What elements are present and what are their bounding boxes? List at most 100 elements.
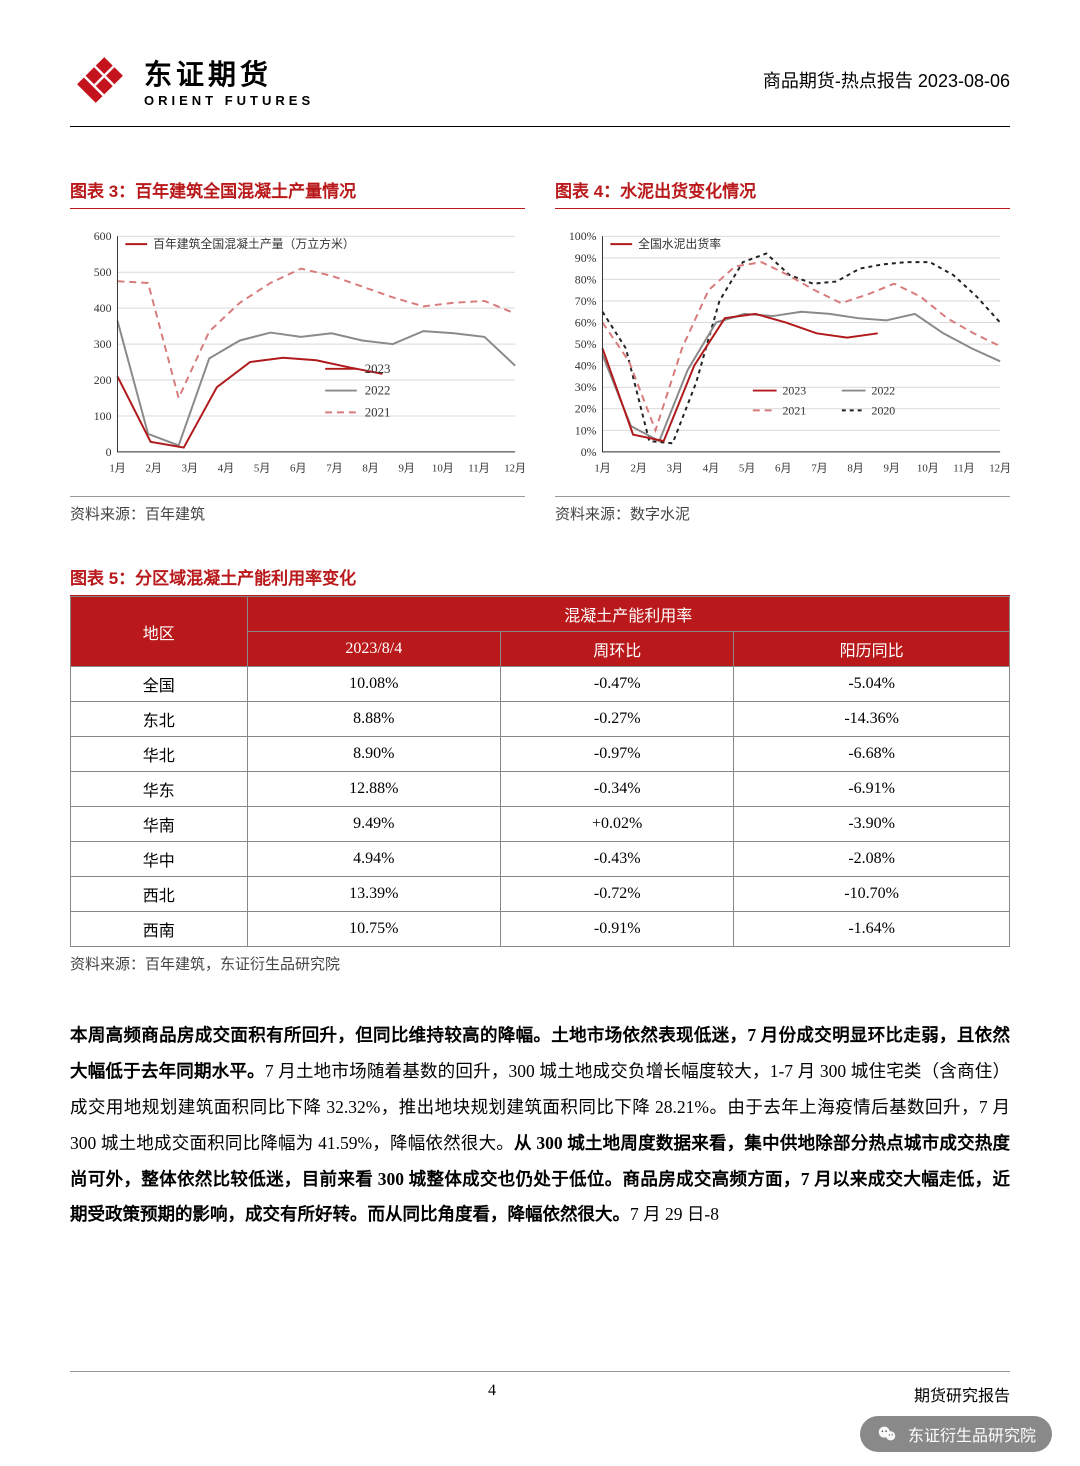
table-cell: -0.43%: [501, 842, 734, 877]
svg-text:100%: 100%: [569, 229, 597, 243]
table-cell: 10.75%: [247, 912, 501, 947]
svg-text:1月: 1月: [109, 463, 125, 475]
chart-3-title: 图表 3：百年建筑全国混凝土产量情况: [70, 177, 525, 209]
watermark-label: 东证衍生品研究院: [908, 1422, 1036, 1446]
svg-text:80%: 80%: [575, 272, 597, 286]
svg-text:2020: 2020: [872, 403, 896, 417]
svg-text:8月: 8月: [847, 463, 863, 475]
svg-text:9月: 9月: [399, 463, 415, 475]
table-row: 东北8.88%-0.27%-14.36%: [71, 702, 1010, 737]
svg-text:1月: 1月: [594, 463, 610, 475]
table-5: 地区 混凝土产能利用率 2023/8/4 周环比 阳历同比 全国10.08%-0…: [70, 596, 1010, 947]
page-header: 东证期货 ORIENT FUTURES 商品期货-热点报告 2023-08-06: [70, 50, 1010, 110]
table-row: 华北8.90%-0.97%-6.68%: [71, 737, 1010, 772]
table-cell: 西南: [71, 912, 248, 947]
svg-text:12月: 12月: [989, 463, 1010, 475]
svg-text:2021: 2021: [365, 405, 391, 419]
table-cell: -1.64%: [734, 912, 1010, 947]
table-cell: -2.08%: [734, 842, 1010, 877]
table-cell: -14.36%: [734, 702, 1010, 737]
th-wow: 周环比: [501, 632, 734, 667]
svg-text:70%: 70%: [575, 294, 597, 308]
table-cell: 8.88%: [247, 702, 501, 737]
svg-text:90%: 90%: [575, 251, 597, 265]
svg-text:200: 200: [94, 373, 112, 387]
table-cell: -0.27%: [501, 702, 734, 737]
th-date: 2023/8/4: [247, 632, 501, 667]
th-group: 混凝土产能利用率: [247, 597, 1009, 632]
brand-name-cn: 东证期货: [144, 53, 314, 93]
table-cell: -0.47%: [501, 667, 734, 702]
table-cell: 东北: [71, 702, 248, 737]
svg-text:7月: 7月: [326, 463, 342, 475]
table-row: 西北13.39%-0.72%-10.70%: [71, 877, 1010, 912]
header-divider: [70, 126, 1010, 127]
chart-3-source: 资料来源：百年建筑: [70, 496, 525, 524]
svg-text:40%: 40%: [575, 359, 597, 373]
svg-text:6月: 6月: [775, 463, 791, 475]
table-row: 华中4.94%-0.43%-2.08%: [71, 842, 1010, 877]
charts-row: 图表 3：百年建筑全国混凝土产量情况 01002003004005006001月…: [70, 177, 1010, 524]
table-cell: 华东: [71, 772, 248, 807]
svg-text:20%: 20%: [575, 402, 597, 416]
svg-text:全国水泥出货率: 全国水泥出货率: [638, 237, 721, 251]
svg-text:100: 100: [94, 409, 112, 423]
table-cell: 8.90%: [247, 737, 501, 772]
svg-text:12月: 12月: [504, 463, 525, 475]
chart-4-source: 资料来源：数字水泥: [555, 496, 1010, 524]
table-5-section: 图表 5：分区域混凝土产能利用率变化 地区 混凝土产能利用率 2023/8/4 …: [70, 564, 1010, 974]
brand-name-en: ORIENT FUTURES: [144, 93, 314, 108]
table-cell: 4.94%: [247, 842, 501, 877]
table-row: 西南10.75%-0.91%-1.64%: [71, 912, 1010, 947]
svg-text:2021: 2021: [783, 403, 807, 417]
report-meta: 商品期货-热点报告 2023-08-06: [763, 67, 1010, 93]
table-row: 华东12.88%-0.34%-6.91%: [71, 772, 1010, 807]
svg-text:2022: 2022: [365, 384, 391, 398]
svg-text:11月: 11月: [953, 463, 974, 475]
svg-text:5月: 5月: [739, 463, 755, 475]
body-paragraph: 本周高频商品房成交面积有所回升，但同比维持较高的降幅。土地市场依然表现低迷，7 …: [70, 1018, 1010, 1233]
table-cell: -0.91%: [501, 912, 734, 947]
svg-text:2023: 2023: [365, 362, 391, 376]
chart-4-plot: 0%10%20%30%40%50%60%70%80%90%100%1月2月3月4…: [555, 221, 1010, 481]
svg-text:0%: 0%: [581, 445, 597, 459]
svg-text:600: 600: [94, 229, 112, 243]
svg-text:400: 400: [94, 301, 112, 315]
svg-text:5月: 5月: [254, 463, 270, 475]
svg-text:3月: 3月: [182, 463, 198, 475]
chart-3-plot: 01002003004005006001月2月3月4月5月6月7月8月9月10月…: [70, 221, 525, 481]
table-cell: -0.97%: [501, 737, 734, 772]
table-cell: -0.72%: [501, 877, 734, 912]
table-cell: -6.91%: [734, 772, 1010, 807]
svg-text:7月: 7月: [811, 463, 827, 475]
table-cell: 华北: [71, 737, 248, 772]
th-yoy: 阳历同比: [734, 632, 1010, 667]
brand-logo-icon: [70, 50, 130, 110]
table-cell: 9.49%: [247, 807, 501, 842]
page: 东证期货 ORIENT FUTURES 商品期货-热点报告 2023-08-06…: [0, 0, 1080, 1466]
table-row: 华南9.49%+0.02%-3.90%: [71, 807, 1010, 842]
table-row: 全国10.08%-0.47%-5.04%: [71, 667, 1010, 702]
table-cell: 华中: [71, 842, 248, 877]
table-cell: 西北: [71, 877, 248, 912]
page-number: 4: [488, 1382, 496, 1406]
svg-text:3月: 3月: [667, 463, 683, 475]
svg-text:2022: 2022: [872, 384, 896, 398]
svg-text:2023: 2023: [783, 384, 807, 398]
svg-text:11月: 11月: [468, 463, 489, 475]
svg-text:60%: 60%: [575, 315, 597, 329]
svg-text:9月: 9月: [884, 463, 900, 475]
wechat-watermark: 东证衍生品研究院: [860, 1416, 1052, 1452]
table-cell: -5.04%: [734, 667, 1010, 702]
table-cell: 华南: [71, 807, 248, 842]
logo-block: 东证期货 ORIENT FUTURES: [70, 50, 314, 110]
svg-text:50%: 50%: [575, 337, 597, 351]
svg-text:百年建筑全国混凝土产量（万立方米）: 百年建筑全国混凝土产量（万立方米）: [153, 237, 355, 251]
svg-text:10%: 10%: [575, 423, 597, 437]
table-cell: 12.88%: [247, 772, 501, 807]
table-cell: 10.08%: [247, 667, 501, 702]
table-5-title: 图表 5：分区域混凝土产能利用率变化: [70, 564, 1010, 596]
table-cell: -0.34%: [501, 772, 734, 807]
chart-4: 图表 4：水泥出货变化情况 0%10%20%30%40%50%60%70%80%…: [555, 177, 1010, 524]
svg-text:10月: 10月: [432, 463, 454, 475]
